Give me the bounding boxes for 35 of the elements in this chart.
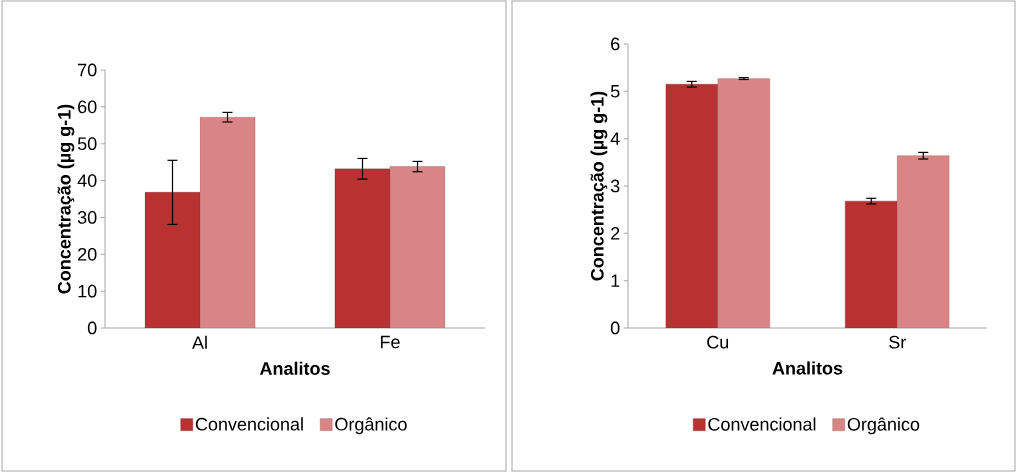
y-tick-label: 10 [78, 284, 97, 298]
x-tick-label: Sr [889, 335, 906, 349]
bar [389, 166, 446, 328]
y-tick-label: 6 [611, 37, 620, 51]
x-tick-label: Fe [380, 335, 400, 349]
y-tick-label: 0 [87, 321, 97, 335]
y-tick-label: 40 [77, 174, 97, 187]
legend-label: Orgânico [847, 417, 920, 435]
y-axis-title: Concentração (µg g-1) [57, 104, 75, 294]
x-axis-title: Analitos [772, 361, 843, 375]
legend-label: Convencional [708, 417, 816, 431]
y-tick-label: 30 [77, 211, 97, 224]
bar [897, 155, 950, 328]
y-tick-label: 60 [78, 100, 97, 114]
y-tick-label: 70 [78, 63, 97, 77]
bar [334, 168, 391, 328]
bar [144, 192, 201, 328]
legend-label: Convencional [195, 417, 303, 431]
y-axis-title: Concentração (µg g-1) [590, 91, 608, 281]
bar [717, 78, 770, 328]
x-tick-label: Al [192, 335, 207, 349]
y-tick-label: 1 [611, 274, 620, 287]
y-tick-label: 2 [611, 227, 620, 240]
y-tick-label: 5 [610, 85, 620, 98]
y-tick-label: 20 [78, 247, 97, 261]
y-tick-label: 0 [610, 321, 620, 335]
x-axis-title: Analitos [259, 361, 330, 375]
x-tick-label: Cu [707, 335, 729, 349]
bar [199, 116, 256, 328]
legend-label: Orgânico [335, 417, 407, 435]
y-tick-label: 3 [610, 179, 620, 193]
y-tick-label: 50 [77, 137, 97, 151]
y-tick-label: 4 [610, 132, 620, 145]
bar [845, 200, 898, 328]
bar [665, 84, 718, 328]
